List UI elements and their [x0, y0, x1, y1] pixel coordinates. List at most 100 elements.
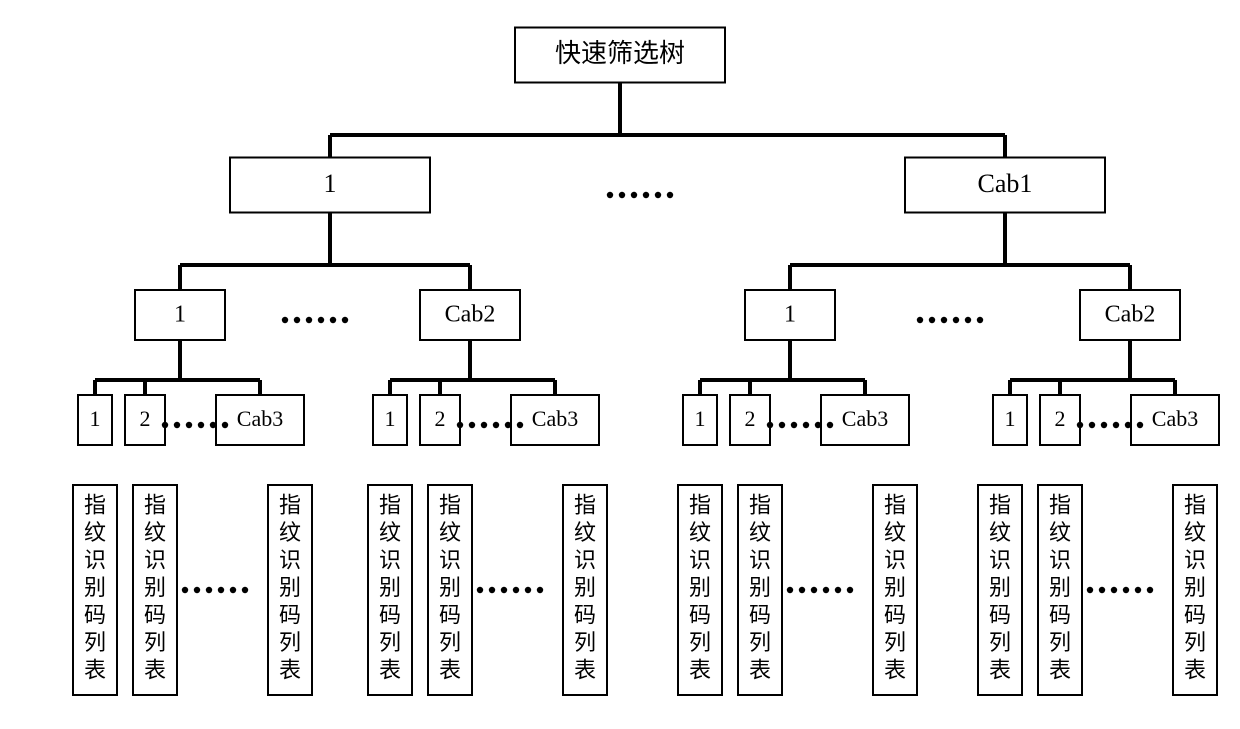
l3-label: Cab3 — [842, 406, 888, 431]
svg-text:指: 指 — [279, 493, 301, 518]
svg-text:纹: 纹 — [439, 520, 461, 545]
l3-label: Cab3 — [532, 406, 578, 431]
leaf-label: 指纹识别码列表 — [884, 493, 906, 683]
svg-text:码: 码 — [84, 603, 106, 628]
svg-text:指: 指 — [1049, 493, 1071, 518]
svg-text:纹: 纹 — [84, 520, 106, 545]
svg-text:列: 列 — [379, 630, 401, 655]
svg-text:别: 别 — [689, 575, 711, 600]
svg-text:表: 表 — [144, 658, 166, 683]
leaf-label: 指纹识别码列表 — [1049, 493, 1071, 683]
svg-text:表: 表 — [379, 658, 401, 683]
svg-text:码: 码 — [884, 603, 906, 628]
svg-text:别: 别 — [574, 575, 596, 600]
l2-label: 1 — [784, 302, 796, 328]
l3-label: 2 — [1055, 406, 1066, 431]
svg-text:别: 别 — [1049, 575, 1071, 600]
l3-label: 1 — [90, 406, 101, 431]
svg-text:纹: 纹 — [884, 520, 906, 545]
svg-text:码: 码 — [574, 603, 596, 628]
l3-label: 2 — [140, 406, 151, 431]
svg-text:识: 识 — [439, 548, 461, 573]
svg-text:表: 表 — [1049, 658, 1071, 683]
svg-text:列: 列 — [749, 630, 771, 655]
svg-text:别: 别 — [989, 575, 1011, 600]
svg-text:表: 表 — [574, 658, 596, 683]
svg-text:列: 列 — [84, 630, 106, 655]
svg-text:码: 码 — [379, 603, 401, 628]
svg-text:表: 表 — [1184, 658, 1206, 683]
svg-text:指: 指 — [989, 493, 1011, 518]
svg-text:识: 识 — [1049, 548, 1071, 573]
l2-label: Cab2 — [1105, 302, 1156, 328]
svg-text:码: 码 — [989, 603, 1011, 628]
svg-text:纹: 纹 — [144, 520, 166, 545]
l2-label: 1 — [174, 302, 186, 328]
svg-text:列: 列 — [884, 630, 906, 655]
svg-text:别: 别 — [884, 575, 906, 600]
svg-text:码: 码 — [439, 603, 461, 628]
leaf-label: 指纹识别码列表 — [574, 493, 596, 683]
svg-text:指: 指 — [379, 493, 401, 518]
root-label: 快速筛选树 — [555, 39, 685, 68]
svg-text:列: 列 — [279, 630, 301, 655]
svg-text:识: 识 — [84, 548, 106, 573]
svg-text:列: 列 — [989, 630, 1011, 655]
svg-text:码: 码 — [279, 603, 301, 628]
svg-text:表: 表 — [279, 658, 301, 683]
svg-text:识: 识 — [279, 548, 301, 573]
leaf-label: 指纹识别码列表 — [379, 493, 401, 683]
svg-text:指: 指 — [439, 493, 461, 518]
svg-text:码: 码 — [1184, 603, 1206, 628]
svg-text:表: 表 — [689, 658, 711, 683]
svg-text:别: 别 — [379, 575, 401, 600]
l3-label: 1 — [385, 406, 396, 431]
leaf-label: 指纹识别码列表 — [689, 493, 711, 683]
leaf-ellipsis — [1087, 587, 1153, 593]
svg-text:表: 表 — [84, 658, 106, 683]
leaf-ellipsis — [182, 587, 248, 593]
svg-text:指: 指 — [84, 493, 106, 518]
svg-text:纹: 纹 — [1049, 520, 1071, 545]
tree-diagram: 快速筛选树1Cab11Cab21Cab212Cab312Cab312Cab312… — [0, 0, 1240, 729]
svg-text:表: 表 — [439, 658, 461, 683]
leaf-label: 指纹识别码列表 — [279, 493, 301, 683]
l1-label: 1 — [324, 169, 337, 198]
svg-text:识: 识 — [1184, 548, 1206, 573]
svg-text:识: 识 — [749, 548, 771, 573]
l3-label: 1 — [1005, 406, 1016, 431]
svg-text:码: 码 — [749, 603, 771, 628]
svg-text:识: 识 — [989, 548, 1011, 573]
svg-text:码: 码 — [144, 603, 166, 628]
svg-text:识: 识 — [379, 548, 401, 573]
svg-text:纹: 纹 — [279, 520, 301, 545]
leaf-label: 指纹识别码列表 — [144, 493, 166, 683]
svg-text:识: 识 — [574, 548, 596, 573]
svg-text:指: 指 — [1184, 493, 1206, 518]
svg-text:别: 别 — [439, 575, 461, 600]
svg-text:别: 别 — [84, 575, 106, 600]
svg-text:纹: 纹 — [989, 520, 1011, 545]
svg-text:指: 指 — [749, 493, 771, 518]
svg-text:表: 表 — [749, 658, 771, 683]
svg-text:指: 指 — [574, 493, 596, 518]
leaf-label: 指纹识别码列表 — [84, 493, 106, 683]
leaf-label: 指纹识别码列表 — [439, 493, 461, 683]
l2-ellipsis — [282, 317, 348, 323]
l1-ellipsis — [607, 192, 673, 198]
svg-text:别: 别 — [749, 575, 771, 600]
l3-label: 1 — [695, 406, 706, 431]
svg-text:别: 别 — [144, 575, 166, 600]
leaf-label: 指纹识别码列表 — [989, 493, 1011, 683]
svg-text:别: 别 — [279, 575, 301, 600]
svg-text:列: 列 — [1184, 630, 1206, 655]
svg-text:列: 列 — [1049, 630, 1071, 655]
svg-text:指: 指 — [144, 493, 166, 518]
svg-text:表: 表 — [884, 658, 906, 683]
l2-ellipsis — [917, 317, 983, 323]
svg-text:列: 列 — [574, 630, 596, 655]
svg-text:码: 码 — [689, 603, 711, 628]
svg-text:纹: 纹 — [689, 520, 711, 545]
leaf-ellipsis — [787, 587, 853, 593]
svg-text:指: 指 — [884, 493, 906, 518]
